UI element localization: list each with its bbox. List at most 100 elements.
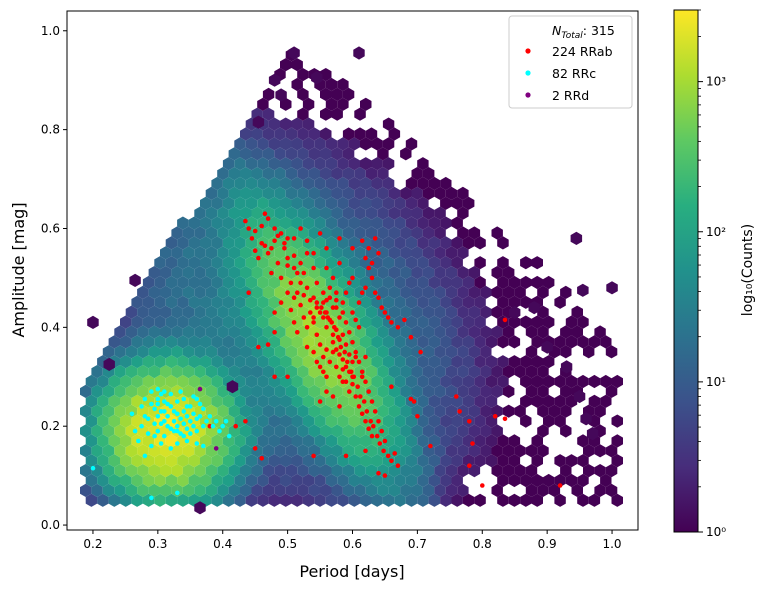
scatter-point-rrab bbox=[356, 404, 362, 409]
hexbin-cell bbox=[240, 305, 252, 319]
hexbin-cell bbox=[125, 365, 138, 379]
hexbin-cell bbox=[154, 374, 166, 389]
hexbin-cell bbox=[468, 365, 481, 379]
hexbin-cell bbox=[342, 424, 355, 438]
hexbin-cell bbox=[502, 266, 515, 280]
hexbin-cell bbox=[160, 365, 172, 379]
hexbin-cell bbox=[388, 246, 401, 260]
hexbin-cell bbox=[314, 216, 326, 230]
hexbin-cell bbox=[331, 483, 343, 497]
hexbin-cell bbox=[257, 493, 269, 507]
hexbin-cell bbox=[182, 226, 195, 240]
hexbin-cell bbox=[262, 186, 275, 200]
hexbin-cell bbox=[405, 473, 418, 488]
hexbin-cell bbox=[440, 315, 452, 329]
scatter-point-rrab bbox=[321, 354, 326, 360]
scatter-point-rrab bbox=[272, 374, 277, 380]
hexbin-cell bbox=[541, 340, 553, 354]
hexbin-cell bbox=[462, 394, 475, 408]
hexbin-cell bbox=[331, 167, 343, 181]
hexbin-cell bbox=[302, 355, 315, 369]
hexbin-cell bbox=[520, 414, 532, 428]
hexbin-cell bbox=[331, 266, 343, 280]
hexbin-cell bbox=[251, 266, 263, 280]
hexbin-cell bbox=[434, 186, 446, 200]
hexbin-cell bbox=[291, 434, 303, 448]
scatter-point-rrc bbox=[149, 443, 154, 449]
hexbin-cell bbox=[497, 473, 509, 488]
hexbin-cell bbox=[405, 434, 418, 448]
hexbin-cell bbox=[468, 424, 481, 438]
scatter-point-rrab bbox=[347, 369, 352, 375]
scatter-point-rrab bbox=[311, 315, 316, 320]
hexbin-cell bbox=[160, 266, 172, 280]
hexbin-cell bbox=[440, 394, 452, 408]
hexbin-cell bbox=[302, 493, 315, 507]
hexbin-cell bbox=[257, 394, 269, 408]
hexbin-cell bbox=[211, 355, 223, 369]
hexbin-cell bbox=[291, 335, 303, 349]
hexbin-cell bbox=[537, 424, 549, 438]
hexbin-cell bbox=[520, 275, 532, 290]
scatter-point-rrc bbox=[191, 394, 196, 399]
hexbin-cell bbox=[611, 454, 623, 468]
scatter-point-rrab bbox=[311, 295, 316, 301]
hexbin-cell bbox=[257, 97, 269, 111]
hexbin-cell bbox=[297, 127, 309, 141]
hexbin-cell bbox=[497, 454, 509, 468]
hexbin-cell bbox=[474, 335, 486, 349]
legend: NTotal: 315 224 RRab 82 RRc 2 RRd bbox=[508, 15, 633, 109]
hexbin-cell bbox=[291, 493, 303, 507]
scatter-point-rrab bbox=[259, 456, 265, 461]
hexbin-cell bbox=[308, 266, 320, 280]
hexbin-cell bbox=[428, 355, 441, 369]
hexbin-cell bbox=[251, 384, 263, 398]
hexbin-cell bbox=[302, 473, 315, 488]
hexbin-cell bbox=[257, 176, 269, 191]
hexbin-cell bbox=[457, 365, 469, 379]
hexbin-cell bbox=[440, 275, 452, 290]
scatter-point-rrab bbox=[347, 280, 352, 286]
scatter-point-rrc bbox=[90, 465, 96, 471]
scatter-point-rrab bbox=[353, 349, 359, 355]
hexbin-cell bbox=[331, 464, 343, 478]
hexbin-cell bbox=[348, 176, 360, 191]
legend-label-rrd: 2 RRd bbox=[552, 88, 589, 103]
hexbin-cell bbox=[560, 360, 573, 374]
hexbin-cell bbox=[171, 305, 183, 319]
hexbin-cell bbox=[348, 236, 360, 250]
hexbin-cell bbox=[434, 246, 446, 260]
hexbin-cell bbox=[131, 374, 143, 389]
hexbin-cell bbox=[360, 295, 372, 309]
hexbin-cell bbox=[508, 335, 521, 349]
hexbin-cell bbox=[394, 374, 406, 389]
scatter-layer bbox=[90, 211, 563, 501]
scatter-point-rrab bbox=[249, 236, 255, 241]
hexbin-cell bbox=[240, 404, 252, 418]
hexbin-cell bbox=[177, 256, 189, 270]
hexbin-cell bbox=[257, 137, 269, 151]
hexbin-cell bbox=[491, 285, 503, 299]
hexbin-cell bbox=[182, 365, 195, 379]
hexbin-cell bbox=[360, 137, 372, 151]
hexbin-cell bbox=[468, 325, 481, 339]
hexbin-cell bbox=[240, 127, 252, 141]
hexbin-cell bbox=[377, 206, 389, 220]
hexbin-cell bbox=[377, 167, 389, 181]
hexbin-cell bbox=[291, 176, 303, 191]
hexbin-cell bbox=[280, 176, 292, 191]
hexbin-cell bbox=[171, 365, 183, 379]
colorbar-ticks: 10⁰ 10¹ 10² 10³ bbox=[698, 9, 726, 539]
scatter-point-rrab bbox=[350, 381, 355, 387]
scatter-point-rrc bbox=[197, 414, 203, 419]
hexbin-cell bbox=[234, 275, 246, 290]
scatter-point-rrab bbox=[369, 260, 375, 266]
hexbin-cell bbox=[560, 285, 572, 299]
hexbin-cell bbox=[417, 335, 429, 349]
hexbin-cell bbox=[417, 275, 429, 290]
hexbin-cell bbox=[274, 147, 286, 161]
hexbin-cell bbox=[85, 454, 98, 468]
hexbin-cell bbox=[114, 404, 126, 418]
hexbin-cell bbox=[388, 345, 401, 359]
hexbin-cell bbox=[280, 58, 292, 72]
